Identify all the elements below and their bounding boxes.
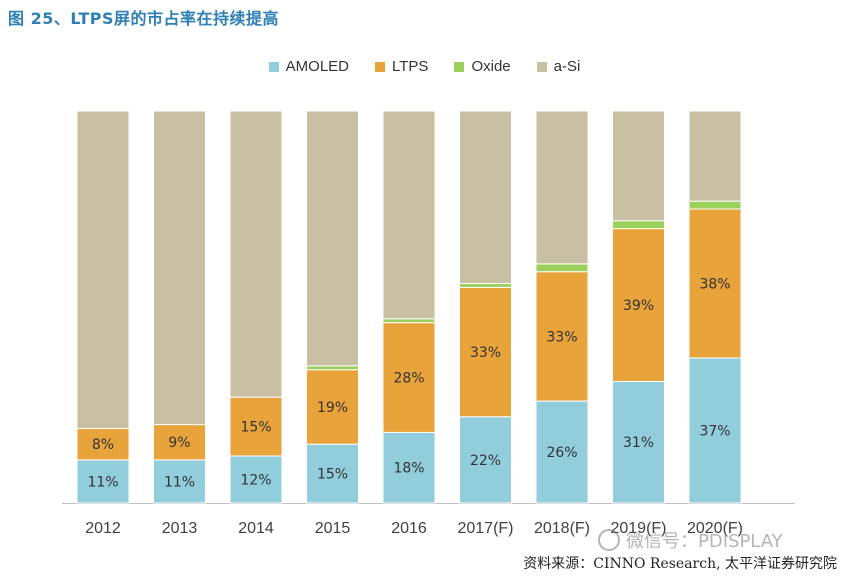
legend-label-amoled: AMOLED xyxy=(285,58,350,75)
x-tick-label: 2015 xyxy=(315,520,351,537)
legend-item-oxide: Oxide xyxy=(454,58,511,75)
bar-oxide-2018f xyxy=(535,263,589,273)
bar-amoled-2020f xyxy=(688,357,742,504)
data-label-ltps-2016: 28% xyxy=(393,371,424,387)
bar-a-si-2018f xyxy=(535,110,589,265)
bar-amoled-2019f xyxy=(612,380,665,504)
bar-oxide-2016 xyxy=(382,318,436,324)
legend-label-oxide: Oxide xyxy=(471,58,511,75)
x-tick-label: 2014 xyxy=(238,520,274,537)
bar-oxide-2017f xyxy=(459,282,512,288)
x-tick-label: 2019(F) xyxy=(610,520,666,537)
legend-label-asi: a-Si xyxy=(553,58,581,75)
bar-ltps-2013 xyxy=(153,424,206,461)
x-tick-label: 2013 xyxy=(162,520,198,537)
bar-a-si-2016 xyxy=(382,110,436,320)
legend-item-amoled: AMOLED xyxy=(268,58,350,75)
legend-swatch-amoled xyxy=(268,61,279,72)
bar-a-si-2015 xyxy=(306,110,359,367)
bar-amoled-2012 xyxy=(76,459,130,504)
x-tick-label: 2017(F) xyxy=(457,520,513,537)
data-label-amoled-2019f: 31% xyxy=(623,435,654,451)
watermark: 微信号：PDISPLAY xyxy=(598,527,783,553)
bar-ltps-2019f xyxy=(612,228,665,382)
data-label-amoled-2015: 15% xyxy=(317,467,348,483)
bar-a-si-2012 xyxy=(76,110,130,430)
watermark-text: 微信号：PDISPLAY xyxy=(626,531,783,552)
data-label-ltps-2020f: 38% xyxy=(699,276,730,292)
legend-swatch-asi xyxy=(536,61,547,72)
data-label-ltps-2019f: 39% xyxy=(623,298,654,314)
bar-ltps-2020f xyxy=(688,208,742,359)
bar-amoled-2015 xyxy=(306,443,359,504)
bar-ltps-2014 xyxy=(229,396,283,457)
data-label-amoled-2014: 12% xyxy=(240,472,271,488)
data-label-ltps-2012: 8% xyxy=(92,437,114,453)
bar-a-si-2017f xyxy=(459,110,512,284)
legend-swatch-ltps xyxy=(375,61,386,72)
data-label-amoled-2018f: 26% xyxy=(546,445,577,461)
bar-ltps-2016 xyxy=(382,322,436,433)
bar-amoled-2017f xyxy=(459,416,512,504)
bar-oxide-2015 xyxy=(306,365,359,371)
data-label-amoled-2012: 11% xyxy=(87,474,118,490)
data-label-ltps-2015: 19% xyxy=(317,400,348,416)
x-tick-label: 2012 xyxy=(85,520,121,537)
source-note: 资料来源：CINNO Research, 太平洋证券研究院 xyxy=(523,556,837,572)
x-tick-label: 2018(F) xyxy=(534,520,590,537)
bar-ltps-2012 xyxy=(76,428,130,461)
legend-label-ltps: LTPS xyxy=(392,58,429,75)
data-label-amoled-2017f: 22% xyxy=(470,453,501,469)
chart-legend: AMOLED LTPS Oxide a-Si xyxy=(0,58,849,75)
wechat-icon xyxy=(598,529,620,551)
data-label-ltps-2013: 9% xyxy=(168,435,190,451)
figure-title: 图 25、LTPS屏的市占率在持续提高 xyxy=(8,9,280,28)
data-label-amoled-2013: 11% xyxy=(164,474,195,490)
x-tick-label: 2020(F) xyxy=(687,520,743,537)
bar-ltps-2018f xyxy=(535,271,589,402)
bar-amoled-2018f xyxy=(535,400,589,504)
legend-swatch-oxide xyxy=(454,61,465,72)
data-label-amoled-2016: 18% xyxy=(393,461,424,477)
bar-oxide-2020f xyxy=(688,200,742,210)
legend-item-asi: a-Si xyxy=(536,58,581,75)
legend-item-ltps: LTPS xyxy=(375,58,428,75)
data-label-amoled-2020f: 37% xyxy=(699,423,730,439)
data-label-ltps-2018f: 33% xyxy=(546,329,577,345)
bar-amoled-2013 xyxy=(153,459,206,504)
x-tick-label: 2016 xyxy=(391,520,427,537)
data-label-ltps-2014: 15% xyxy=(240,420,271,436)
bar-amoled-2016 xyxy=(382,431,436,504)
bar-a-si-2020f xyxy=(688,110,742,202)
bar-a-si-2019f xyxy=(612,110,665,222)
data-label-ltps-2017f: 33% xyxy=(470,345,501,361)
bar-a-si-2014 xyxy=(229,110,283,398)
bar-a-si-2013 xyxy=(153,110,206,426)
bar-amoled-2014 xyxy=(229,455,283,504)
bar-ltps-2017f xyxy=(459,286,512,418)
bar-oxide-2019f xyxy=(612,220,665,230)
